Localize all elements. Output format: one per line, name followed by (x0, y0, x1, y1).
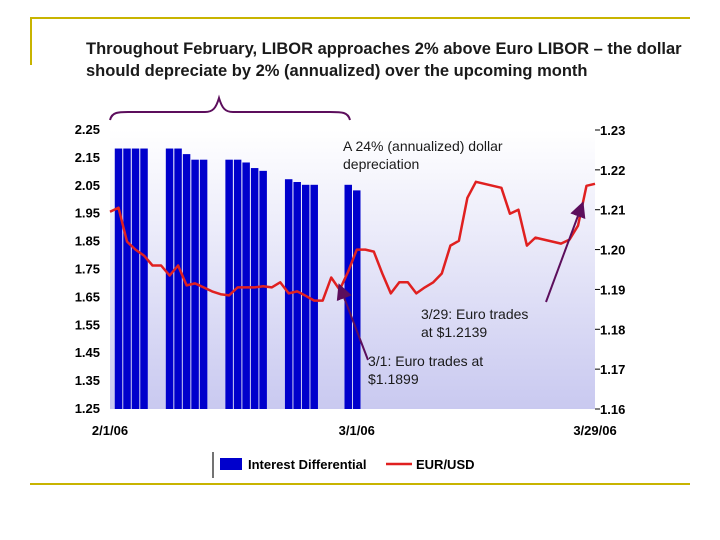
legend-bar-label: Interest Differential (248, 457, 366, 472)
left-axis: 2.25 2.15 2.05 1.95 1.85 1.75 1.65 1.55 1.45 1.35… (75, 122, 100, 416)
left-tick-label: 2.05 (75, 178, 100, 193)
annotation-euro-329-1: 3/29: Euro trades (421, 306, 528, 322)
annotation-euro-31-1: 3/1: Euro trades at (368, 353, 483, 369)
bar (123, 148, 131, 409)
annotation-euro-329-2: at $1.2139 (421, 324, 487, 340)
bar (242, 162, 250, 409)
x-tick-label: 3/1/06 (339, 423, 375, 438)
bar (344, 184, 352, 409)
x-axis: 2/1/06 3/1/06 3/29/06 (92, 423, 617, 438)
bar (140, 148, 148, 409)
left-tick-label: 1.75 (75, 262, 100, 277)
bar (199, 159, 208, 409)
x-tick-label: 3/29/06 (573, 423, 616, 438)
brace (109, 94, 351, 121)
bar (182, 154, 191, 409)
arrow-329 (545, 201, 586, 303)
right-tick-label: 1.19 (600, 282, 625, 297)
right-tick-label: 1.23 (600, 123, 625, 138)
left-tick-label: 1.55 (75, 317, 100, 332)
bar (131, 148, 140, 409)
bottom-decor-line (30, 483, 690, 485)
bar (233, 159, 242, 409)
x-tick-label: 2/1/06 (92, 423, 128, 438)
bar (165, 148, 174, 409)
annotation-depreciation-2: depreciation (343, 156, 419, 172)
right-axis: 1.23 1.22 1.21 1.20 1.19 1.18 1.17 1.16 (595, 123, 625, 417)
left-tick-label: 2.25 (75, 122, 100, 137)
bar (259, 170, 267, 409)
bar (353, 190, 361, 409)
left-tick-label: 1.95 (75, 206, 100, 221)
left-tick-label: 1.65 (75, 289, 100, 304)
slide-title: Throughout February, LIBOR approaches 2%… (86, 40, 682, 80)
left-decor-line (30, 17, 32, 65)
left-tick-label: 1.85 (75, 234, 100, 249)
annotation-euro-31-2: $1.1899 (368, 371, 419, 387)
eurusd-line (109, 180, 596, 302)
bar (310, 184, 318, 409)
left-tick-label: 2.15 (75, 150, 100, 165)
legend-line-label: EUR/USD (416, 457, 475, 472)
bar (225, 159, 233, 409)
right-tick-label: 1.17 (600, 362, 625, 377)
left-tick-label: 1.25 (75, 401, 100, 416)
left-tick-label: 1.45 (75, 345, 100, 360)
annotation-depreciation-1: A 24% (annualized) dollar (343, 138, 503, 154)
bar (114, 148, 123, 409)
bar (174, 148, 182, 409)
right-tick-label: 1.22 (600, 163, 625, 178)
right-tick-label: 1.16 (600, 402, 625, 417)
right-tick-label: 1.21 (600, 203, 625, 218)
left-tick-label: 1.35 (75, 373, 100, 388)
plot-area (110, 130, 595, 409)
legend-bar-swatch (220, 458, 242, 470)
line-series (109, 180, 596, 302)
right-tick-label: 1.18 (600, 322, 625, 337)
arrow-31 (336, 283, 369, 361)
bar (293, 182, 301, 409)
top-decor-line (30, 17, 690, 19)
right-tick-label: 1.20 (600, 243, 625, 258)
